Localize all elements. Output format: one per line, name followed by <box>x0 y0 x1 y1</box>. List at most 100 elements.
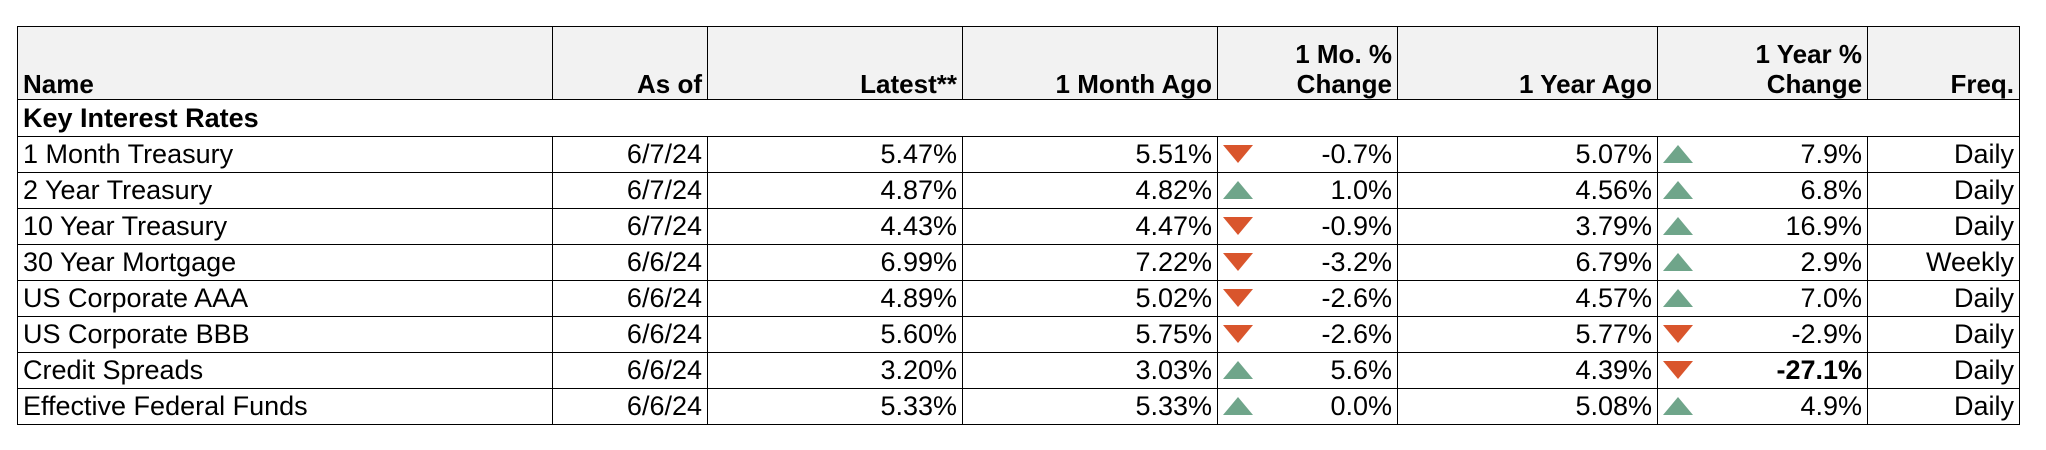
row-name: US Corporate AAA <box>17 280 553 317</box>
header-yr-change-line1: 1 Year % <box>1755 39 1863 69</box>
section-row: Key Interest Rates <box>16 99 2021 137</box>
row-name: US Corporate BBB <box>17 316 553 353</box>
row-yr-arrow <box>1657 208 1698 245</box>
row-month-ago: 4.47% <box>962 208 1218 245</box>
row-latest: 6.99% <box>707 244 963 281</box>
triangle-down-icon <box>1223 288 1253 307</box>
row-yr-arrow <box>1657 316 1698 353</box>
row-latest: 4.89% <box>707 280 963 317</box>
row-mo-arrow <box>1217 244 1258 281</box>
row-as-of: 6/7/24 <box>552 172 708 209</box>
row-year-ago: 6.79% <box>1397 244 1659 281</box>
row-mo-change: 1.0% <box>1257 172 1399 209</box>
row-mo-arrow <box>1217 136 1258 173</box>
header-freq: Freq. <box>1867 26 2021 100</box>
table-row: 10 Year Treasury 6/7/24 4.43% 4.47% -0.9% 3.7… <box>17 208 2021 245</box>
row-freq: Daily <box>1867 280 2021 317</box>
row-latest: 5.33% <box>707 388 963 425</box>
row-latest: 4.43% <box>707 208 963 245</box>
header-year-ago: 1 Year Ago <box>1397 26 1659 100</box>
row-yr-change: 2.9% <box>1697 244 1869 281</box>
row-freq: Daily <box>1867 136 2021 173</box>
triangle-down-icon <box>1223 216 1253 235</box>
row-mo-arrow <box>1217 208 1258 245</box>
row-month-ago: 7.22% <box>962 244 1218 281</box>
triangle-down-icon <box>1223 144 1253 163</box>
row-yr-change: 6.8% <box>1697 172 1869 209</box>
triangle-up-icon <box>1663 216 1694 235</box>
row-latest: 4.87% <box>707 172 963 209</box>
row-freq: Daily <box>1867 352 2021 389</box>
row-freq: Daily <box>1867 172 2021 209</box>
row-yr-arrow <box>1657 280 1698 317</box>
row-freq: Daily <box>1867 208 2021 245</box>
row-as-of: 6/7/24 <box>552 136 708 173</box>
triangle-up-icon <box>1663 252 1694 271</box>
header-mo-change-line2: Change <box>1296 69 1393 99</box>
row-yr-change: 16.9% <box>1697 208 1869 245</box>
triangle-up-icon <box>1663 180 1694 199</box>
table-row: US Corporate AAA 6/6/24 4.89% 5.02% -2.6% 4.5… <box>17 280 2021 317</box>
row-mo-change: -2.6% <box>1257 316 1399 353</box>
header-yr-change-line2: Change <box>1766 69 1863 99</box>
row-latest: 5.60% <box>707 316 963 353</box>
table-row: 2 Year Treasury 6/7/24 4.87% 4.82% 1.0% 4.56%… <box>17 172 2021 209</box>
header-latest: Latest** <box>707 26 963 100</box>
row-month-ago: 5.75% <box>962 316 1218 353</box>
row-yr-change: 4.9% <box>1697 388 1869 425</box>
row-name: Credit Spreads <box>17 352 553 389</box>
triangle-up-icon <box>1663 144 1694 163</box>
row-mo-arrow <box>1217 388 1258 425</box>
triangle-up-icon <box>1223 396 1253 415</box>
row-yr-arrow <box>1657 172 1698 209</box>
row-month-ago: 5.51% <box>962 136 1218 173</box>
header-mo-change-line1: 1 Mo. % <box>1295 39 1393 69</box>
row-year-ago: 4.39% <box>1397 352 1659 389</box>
row-name: 30 Year Mortgage <box>17 244 553 281</box>
row-year-ago: 4.56% <box>1397 172 1659 209</box>
header-mo-change: 1 Mo. % Change <box>1217 26 1399 100</box>
row-yr-arrow <box>1657 388 1698 425</box>
table-row: 30 Year Mortgage 6/6/24 6.99% 7.22% -3.2% 6.7… <box>17 244 2021 281</box>
row-mo-change: -2.6% <box>1257 280 1399 317</box>
row-yr-change: 7.0% <box>1697 280 1869 317</box>
row-yr-change: -27.1% <box>1697 352 1869 389</box>
row-yr-arrow <box>1657 244 1698 281</box>
row-name: 2 Year Treasury <box>17 172 553 209</box>
row-name: 1 Month Treasury <box>17 136 553 173</box>
row-year-ago: 3.79% <box>1397 208 1659 245</box>
triangle-down-icon <box>1663 324 1694 343</box>
row-name: 10 Year Treasury <box>17 208 553 245</box>
row-year-ago: 5.07% <box>1397 136 1659 173</box>
header-as-of: As of <box>552 26 708 100</box>
section-title: Key Interest Rates <box>16 99 2021 137</box>
row-year-ago: 4.57% <box>1397 280 1659 317</box>
row-latest: 5.47% <box>707 136 963 173</box>
header-row: Name As of Latest** 1 Month Ago 1 Mo. % … <box>17 26 2021 100</box>
row-yr-change: -2.9% <box>1697 316 1869 353</box>
row-as-of: 6/7/24 <box>552 208 708 245</box>
row-month-ago: 4.82% <box>962 172 1218 209</box>
table-row: Credit Spreads 6/6/24 3.20% 3.03% 5.6% 4.39% -… <box>17 352 2021 389</box>
table-row: 1 Month Treasury 6/7/24 5.47% 5.51% -0.7% 5.0… <box>17 136 2021 173</box>
row-year-ago: 5.77% <box>1397 316 1659 353</box>
triangle-down-icon <box>1663 360 1694 379</box>
triangle-up-icon <box>1663 288 1694 307</box>
row-yr-arrow <box>1657 136 1698 173</box>
row-as-of: 6/6/24 <box>552 352 708 389</box>
row-as-of: 6/6/24 <box>552 388 708 425</box>
row-name: Effective Federal Funds <box>17 388 553 425</box>
row-mo-change: 5.6% <box>1257 352 1399 389</box>
row-freq: Daily <box>1867 316 2021 353</box>
row-month-ago: 3.03% <box>962 352 1218 389</box>
row-mo-change: -0.7% <box>1257 136 1399 173</box>
triangle-up-icon <box>1223 360 1253 379</box>
triangle-down-icon <box>1223 252 1253 271</box>
key-interest-rates-table: Name As of Latest** 1 Month Ago 1 Mo. % … <box>16 26 2021 425</box>
triangle-up-icon <box>1223 180 1253 199</box>
row-mo-arrow <box>1217 172 1258 209</box>
row-as-of: 6/6/24 <box>552 316 708 353</box>
triangle-down-icon <box>1223 324 1253 343</box>
row-as-of: 6/6/24 <box>552 244 708 281</box>
table-row: Effective Federal Funds 6/6/24 5.33% 5.33% 0… <box>17 388 2021 425</box>
